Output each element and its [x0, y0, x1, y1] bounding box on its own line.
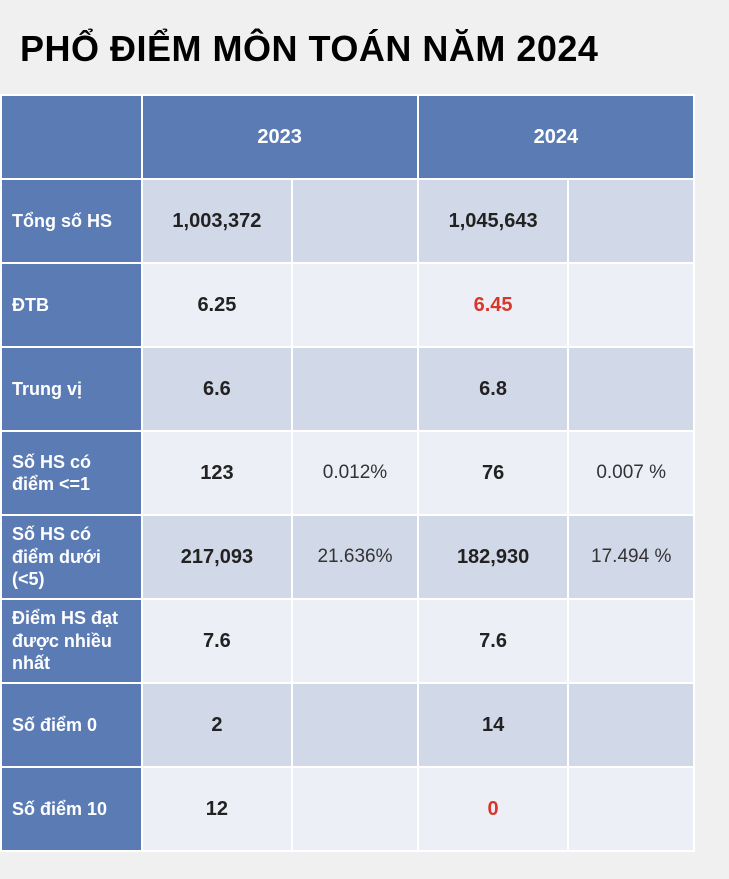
cell-percent: 17.494 % — [568, 515, 694, 599]
cell-value: 217,093 — [142, 515, 293, 599]
cell-value: 6.8 — [418, 347, 569, 431]
row-label: Tổng số HS — [1, 179, 142, 263]
cell-value: 2 — [142, 683, 293, 767]
cell-percent: 0.007 % — [568, 431, 694, 515]
table-header-row: 2023 2024 — [1, 95, 694, 179]
cell-value: 7.6 — [418, 599, 569, 683]
row-label: ĐTB — [1, 263, 142, 347]
cell-percent — [568, 179, 694, 263]
table-row: Điểm HS đạt được nhiều nhất7.67.6 — [1, 599, 694, 683]
cell-percent — [292, 767, 418, 851]
cell-percent — [292, 179, 418, 263]
cell-value: 123 — [142, 431, 293, 515]
cell-percent — [568, 683, 694, 767]
row-label: Điểm HS đạt được nhiều nhất — [1, 599, 142, 683]
row-label: Số HS có điểm <=1 — [1, 431, 142, 515]
cell-percent — [292, 683, 418, 767]
table-row: ĐTB6.25 6.45 — [1, 263, 694, 347]
cell-percent — [568, 263, 694, 347]
cell-value: 7.6 — [142, 599, 293, 683]
cell-percent: 21.636% — [292, 515, 418, 599]
table-row: Số HS có điểm <=11230.012%760.007 % — [1, 431, 694, 515]
cell-value: 0 — [418, 767, 569, 851]
cell-value: 182,930 — [418, 515, 569, 599]
cell-percent — [292, 347, 418, 431]
row-label: Số điểm 0 — [1, 683, 142, 767]
cell-value: 14 — [418, 683, 569, 767]
cell-percent — [568, 347, 694, 431]
header-year-2: 2024 — [418, 95, 694, 179]
cell-value: 6.45 — [418, 263, 569, 347]
cell-value: 12 — [142, 767, 293, 851]
cell-value: 1,003,372 — [142, 179, 293, 263]
row-label: Số HS có điểm dưới (<5) — [1, 515, 142, 599]
table-row: Trung vị6.6 6.8 — [1, 347, 694, 431]
cell-value: 1,045,643 — [418, 179, 569, 263]
row-label: Số điểm 10 — [1, 767, 142, 851]
table-row: Số điểm 1012 0 — [1, 767, 694, 851]
table-row: Số điểm 02 14 — [1, 683, 694, 767]
cell-percent — [292, 599, 418, 683]
cell-value: 76 — [418, 431, 569, 515]
table-row: Tổng số HS1,003,372 1,045,643 — [1, 179, 694, 263]
cell-percent: 0.012% — [292, 431, 418, 515]
row-label: Trung vị — [1, 347, 142, 431]
cell-percent — [568, 767, 694, 851]
cell-percent — [568, 599, 694, 683]
cell-value: 6.6 — [142, 347, 293, 431]
cell-percent — [292, 263, 418, 347]
stats-table: 2023 2024 Tổng số HS1,003,3721,045,643ĐT… — [0, 94, 695, 852]
table-row: Số HS có điểm dưới (<5)217,09321.636%182… — [1, 515, 694, 599]
header-corner — [1, 95, 142, 179]
header-year-1: 2023 — [142, 95, 418, 179]
page-title: PHỔ ĐIỂM MÔN TOÁN NĂM 2024 — [0, 0, 729, 94]
cell-value: 6.25 — [142, 263, 293, 347]
